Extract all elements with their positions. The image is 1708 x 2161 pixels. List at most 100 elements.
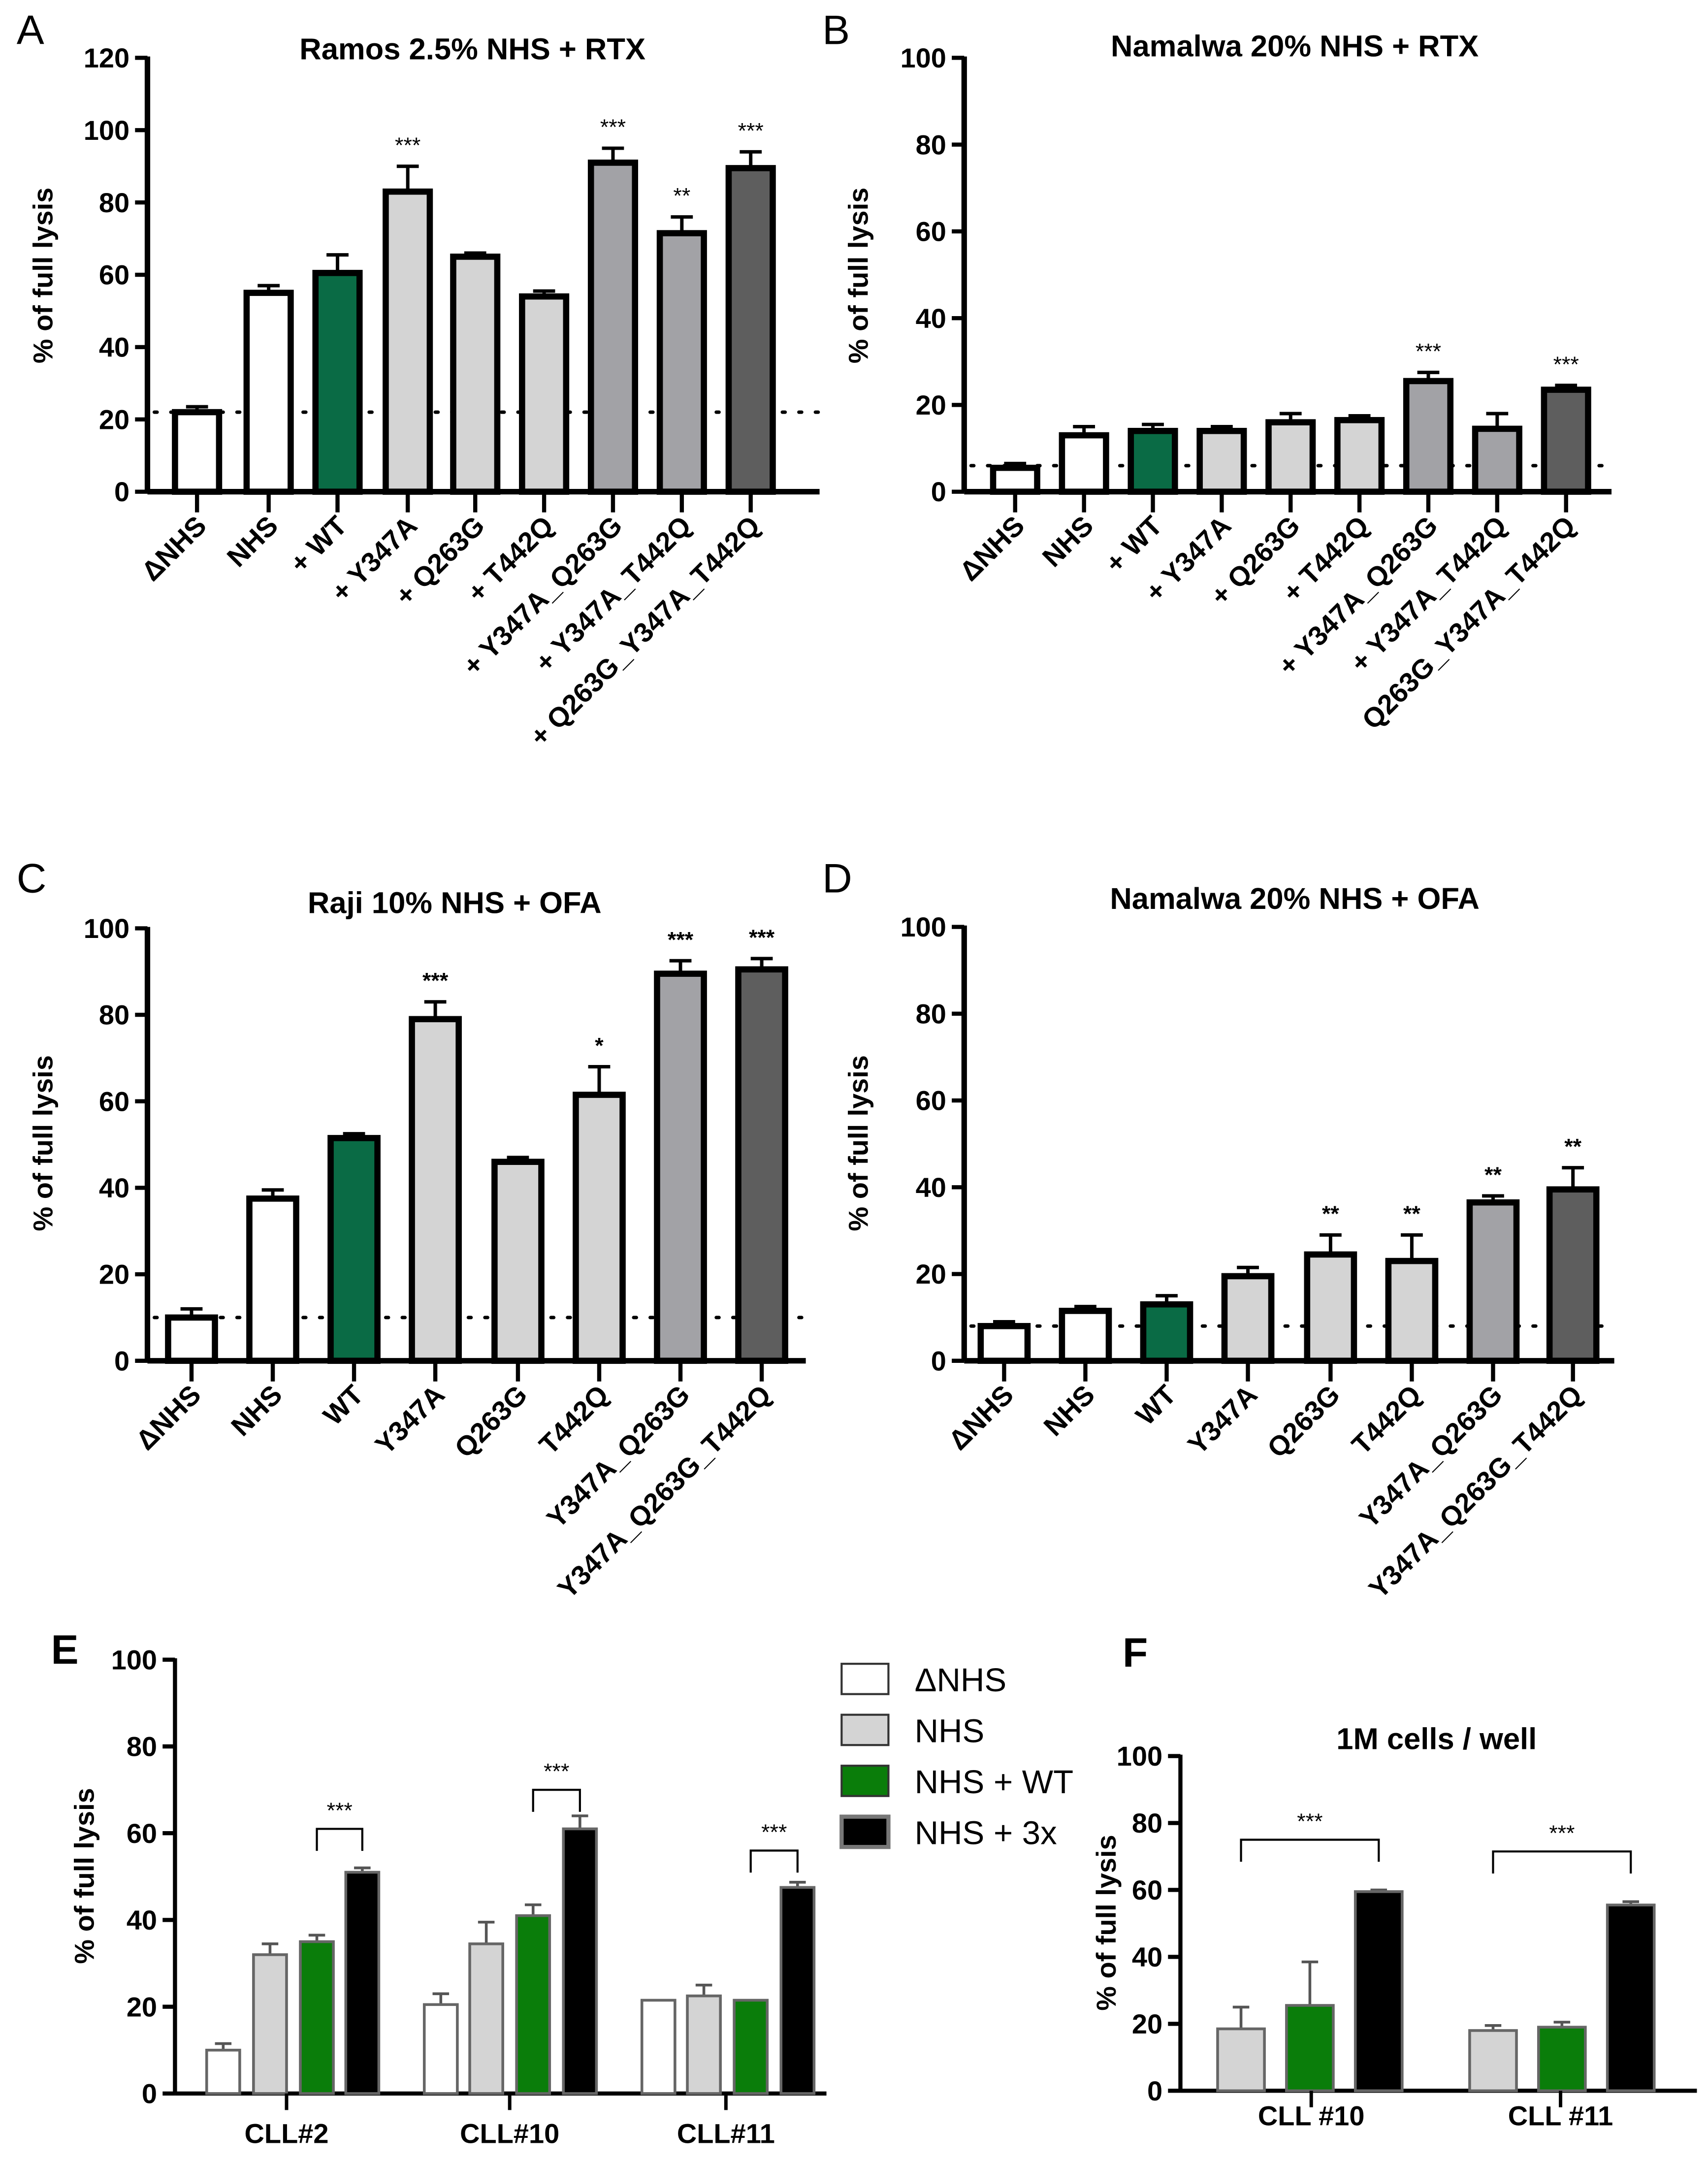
significance-label: *** [738, 118, 764, 143]
significance-label: * [595, 1033, 604, 1058]
x-tick-label: ΔNHS [942, 1379, 1019, 1455]
y-tick-label: 40 [1132, 1941, 1162, 1972]
y-axis-label: % of full lysis [842, 1055, 873, 1231]
significance-label: ** [673, 184, 690, 208]
bar [1546, 1186, 1600, 1364]
significance-bracket [1492, 1850, 1632, 1874]
significance-label: ** [1564, 1134, 1581, 1159]
bar [990, 464, 1040, 495]
bar [725, 165, 776, 495]
bar [519, 293, 570, 495]
bar [1385, 1258, 1439, 1364]
bar [246, 1195, 299, 1364]
bar [1537, 2026, 1587, 2093]
bar [1468, 2029, 1518, 2093]
significance-label: *** [668, 927, 694, 952]
bar [299, 1940, 335, 2095]
x-tick-label: ΔNHS [953, 510, 1030, 586]
x-tick-label: Y347A [1182, 1379, 1263, 1460]
bar [1221, 1273, 1275, 1364]
bar [165, 1314, 218, 1364]
y-tick-label: 80 [916, 129, 946, 160]
legend-label: NHS + 3x [915, 1815, 1057, 1852]
y-tick-label: 60 [127, 1818, 157, 1849]
y-tick-label: 40 [99, 332, 129, 363]
y-tick-label: 80 [916, 998, 946, 1029]
y-tick-label: 100 [111, 1644, 157, 1675]
x-tick-label: NHS [221, 510, 284, 573]
y-tick-label: 0 [931, 1345, 946, 1376]
legend: ΔNHS NHS NHS + WT NHS + 3x [839, 1662, 1074, 1852]
bar [1059, 1308, 1112, 1364]
legend-label: NHS + WT [915, 1764, 1074, 1801]
significance-label: *** [544, 1759, 569, 1784]
bar [409, 1016, 462, 1364]
bar [1128, 427, 1178, 495]
legend-label: NHS [915, 1713, 985, 1750]
bar [1140, 1301, 1193, 1364]
significance-bracket [532, 1789, 581, 1812]
significance-label: *** [1416, 339, 1441, 363]
y-tick-label: 80 [99, 187, 129, 218]
significance-label: *** [1553, 352, 1579, 377]
bar [1472, 425, 1522, 495]
bar [1606, 1903, 1656, 2093]
legend-swatch [840, 1713, 890, 1746]
y-tick-label: 0 [114, 1345, 129, 1376]
y-tick-label: 100 [1117, 1741, 1162, 1772]
bar [468, 1942, 504, 2095]
y-axis-label: % of full lysis [27, 1055, 58, 1231]
bar [1285, 2004, 1335, 2093]
bar [1403, 378, 1454, 495]
bar [422, 2003, 459, 2095]
chart-title: Raji 10% NHS + OFA [308, 886, 602, 920]
bar [1354, 1890, 1404, 2093]
x-tick-label: NHS [1036, 510, 1099, 573]
bar [779, 1886, 816, 2095]
bar [491, 1159, 545, 1364]
chart-title: Namalwa 20% NHS + OFA [1110, 882, 1480, 916]
y-tick-label: 20 [1132, 2008, 1162, 2039]
x-tick-label: NHS [1037, 1379, 1100, 1442]
y-tick-label: 20 [916, 1258, 946, 1290]
chart-title: 1M cells / well [1336, 1722, 1537, 1756]
x-tick-label: T442Q [533, 1379, 614, 1460]
y-tick-label: 40 [99, 1172, 129, 1203]
y-tick-label: 0 [114, 476, 129, 507]
bar [654, 970, 707, 1364]
y-tick-label: 40 [127, 1904, 157, 1935]
bar [1216, 2027, 1266, 2093]
significance-label: ** [1484, 1162, 1502, 1187]
panel-D: D Namalwa 20% NHS + OFA % of full lysis 0 20… [822, 855, 1616, 1604]
bar [640, 1999, 677, 2095]
significance-label: *** [600, 115, 626, 139]
significance-label: *** [1549, 1821, 1575, 1845]
y-tick-label: 0 [142, 2078, 157, 2109]
bar [515, 1914, 551, 2095]
bar [450, 254, 501, 495]
y-tick-label: 20 [916, 389, 946, 420]
chart-title: Namalwa 20% NHS + RTX [1111, 30, 1479, 64]
x-tick-label: Y347A_Q263G [541, 1379, 696, 1534]
y-tick-label: 80 [127, 1731, 157, 1762]
x-tick-label: WT [1129, 1379, 1182, 1431]
panel-E: E % of full lysis 0 20 40 60 80 100 CLL#2 CLL#10 C… [51, 1626, 1074, 2149]
x-tick-label: T442Q [1346, 1379, 1427, 1460]
significance-label: *** [422, 968, 449, 993]
significance-bracket [316, 1828, 363, 1851]
x-tick-label: NHS [225, 1379, 288, 1442]
y-tick-label: 100 [901, 911, 946, 942]
bar [243, 290, 294, 495]
y-tick-label: 60 [99, 1086, 129, 1117]
bar [1466, 1199, 1520, 1364]
y-tick-label: 120 [84, 42, 129, 73]
panel-F: F 1M cells / well % of full lysis 0 20 40 60 80… [1091, 1629, 1697, 2131]
y-tick-label: 40 [916, 1172, 946, 1203]
x-tick-label: ΔNHS [135, 510, 212, 586]
bar [735, 966, 788, 1364]
bar [172, 409, 223, 495]
legend-swatch [840, 1663, 890, 1695]
significance-label: ** [1322, 1201, 1339, 1226]
y-axis-label: % of full lysis [68, 1788, 99, 1964]
x-tick-label: WT [317, 1379, 369, 1431]
